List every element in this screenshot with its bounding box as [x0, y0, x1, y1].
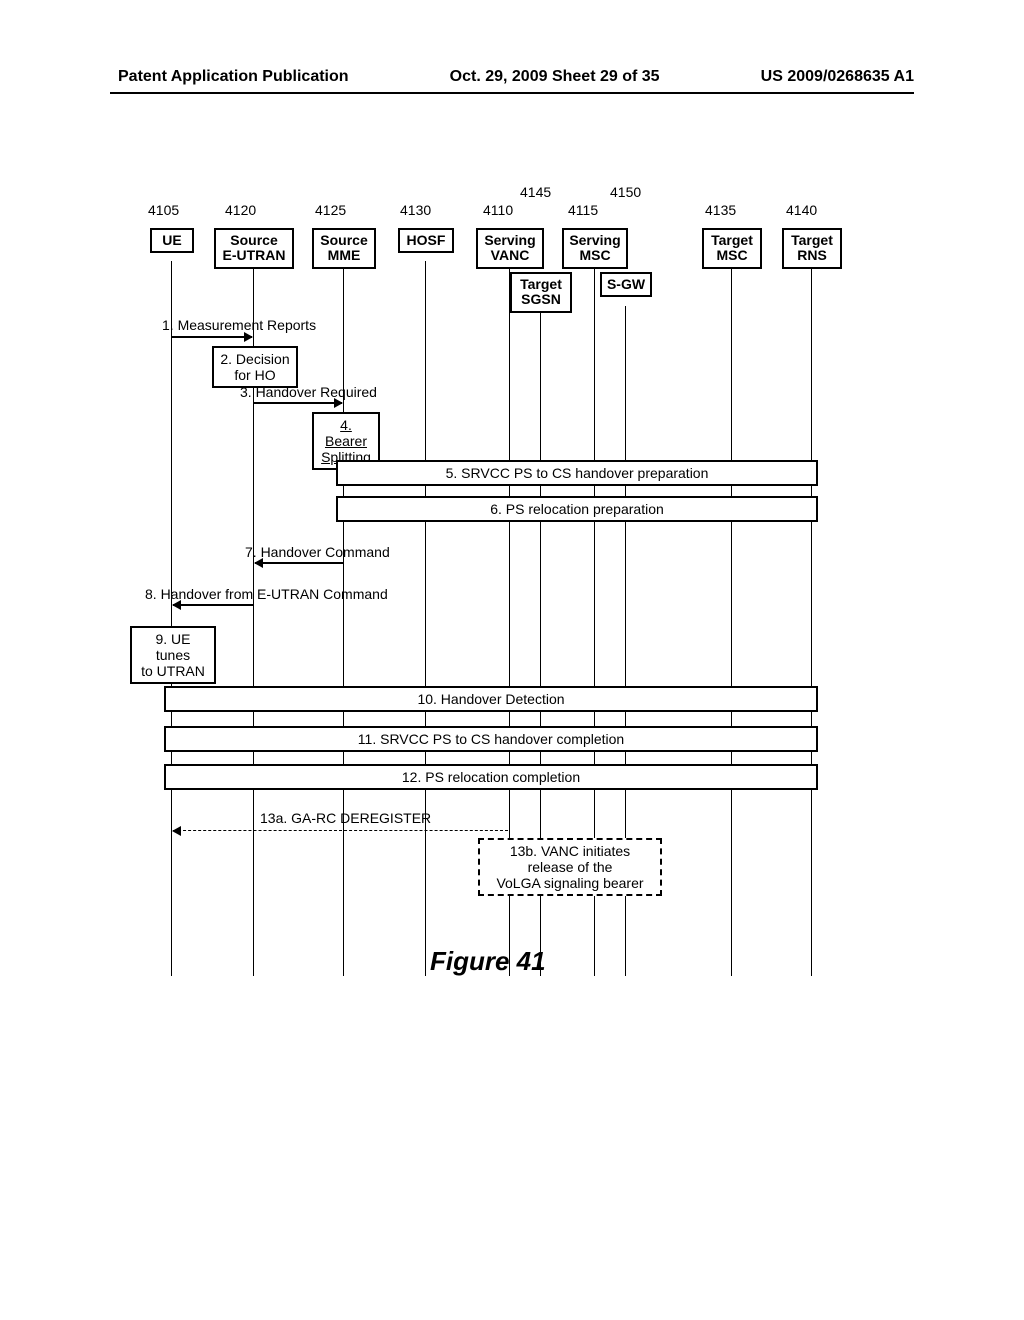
box-s9: 9. UE tunes to UTRAN [130, 626, 216, 684]
actor-label: Serving VANC [484, 232, 535, 263]
lifeline-mme [343, 261, 344, 976]
actor-smsc: Serving MSC [562, 228, 628, 269]
actor-num-sgsn: 4145 [520, 184, 551, 200]
actor-label: Target MSC [711, 232, 753, 263]
header-rule [110, 92, 914, 94]
lifeline-tmsc [731, 261, 732, 976]
box-s13b: 13b. VANC initiates release of the VoLGA… [478, 838, 662, 896]
actor-num-vanc: 4110 [483, 202, 513, 218]
lifeline-trns [811, 261, 812, 976]
step-label: 12. PS relocation completion [402, 769, 580, 785]
actor-trns: Target RNS [782, 228, 842, 269]
actor-ue: UE [150, 228, 194, 253]
actor-sgw: S-GW [600, 272, 652, 297]
page-header: Patent Application Publication Oct. 29, … [0, 68, 1024, 86]
step-label: 6. PS relocation preparation [490, 501, 664, 517]
actor-num-smsc: 4115 [568, 202, 598, 218]
actor-label: HOSF [407, 232, 446, 248]
box-s11: 11. SRVCC PS to CS handover completion [164, 726, 818, 752]
step-label: 2. Decision for HO [220, 351, 289, 383]
actor-num-sgw: 4150 [610, 184, 641, 200]
arrow-s3 [254, 402, 342, 404]
actor-num-hosf: 4130 [400, 202, 431, 218]
arrow-s7 [255, 562, 343, 564]
actor-mme: Source MME [312, 228, 376, 269]
actor-eutran: Source E-UTRAN [214, 228, 294, 269]
sequence-diagram: 4105 4120 4125 4130 4110 4145 4115 4150 … [150, 206, 870, 1046]
step-label: 9. UE tunes to UTRAN [141, 631, 205, 679]
box-s10: 10. Handover Detection [164, 686, 818, 712]
actor-vanc: Serving VANC [476, 228, 544, 269]
header-center: Oct. 29, 2009 Sheet 29 of 35 [450, 68, 660, 86]
step-label: 5. SRVCC PS to CS handover preparation [446, 465, 709, 481]
step-label: 4. Bearer Splitting [321, 417, 371, 465]
actor-num-ue: 4105 [148, 202, 179, 218]
arrow-s8 [173, 604, 253, 606]
step-label: 10. Handover Detection [417, 691, 564, 707]
label-s1: 1. Measurement Reports [162, 317, 316, 333]
actor-label: Target SGSN [520, 276, 562, 307]
box-s2: 2. Decision for HO [212, 346, 298, 388]
label-s3: 3. Handover Required [240, 384, 377, 400]
actor-label: Source E-UTRAN [223, 232, 286, 263]
step-label: 11. SRVCC PS to CS handover completion [358, 731, 624, 747]
actor-sgsn: Target SGSN [510, 272, 572, 313]
actor-num-eutran: 4120 [225, 202, 256, 218]
actor-tmsc: Target MSC [702, 228, 762, 269]
arrow-s13a [173, 830, 508, 831]
actor-label: Serving MSC [569, 232, 620, 263]
actor-label: UE [162, 232, 181, 248]
actor-hosf: HOSF [398, 228, 454, 253]
patent-page: Patent Application Publication Oct. 29, … [0, 0, 1024, 1320]
actor-num-tmsc: 4135 [705, 202, 736, 218]
lifeline-ue [171, 261, 172, 976]
actor-label: Target RNS [791, 232, 833, 263]
label-s8: 8. Handover from E-UTRAN Command [145, 586, 388, 602]
lifeline-hosf [425, 261, 426, 976]
actor-num-mme: 4125 [315, 202, 346, 218]
actor-label: S-GW [607, 276, 645, 292]
box-s6: 6. PS relocation preparation [336, 496, 818, 522]
label-s7: 7. Handover Command [245, 544, 390, 560]
box-s5: 5. SRVCC PS to CS handover preparation [336, 460, 818, 486]
label-s13a: 13a. GA-RC DEREGISTER [260, 810, 431, 826]
header-right: US 2009/0268635 A1 [761, 68, 914, 86]
figure-caption: Figure 41 [430, 946, 546, 977]
box-s12: 12. PS relocation completion [164, 764, 818, 790]
arrow-s1 [172, 336, 252, 338]
header-left: Patent Application Publication [118, 68, 349, 86]
actor-label: Source MME [320, 232, 367, 263]
step-label: 13b. VANC initiates release of the VoLGA… [496, 843, 643, 891]
actor-num-trns: 4140 [786, 202, 817, 218]
